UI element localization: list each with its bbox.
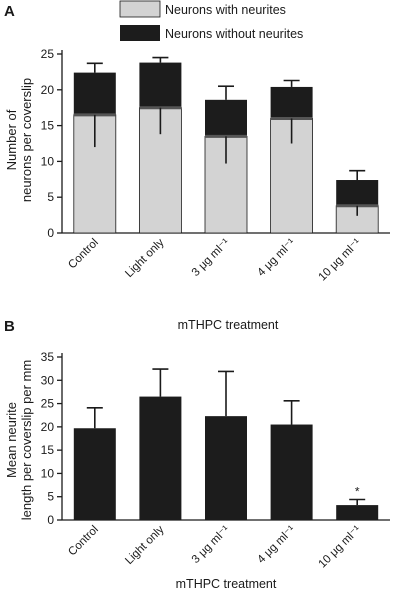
bar-without-neurites bbox=[270, 86, 313, 119]
significance-marker: * bbox=[355, 485, 360, 499]
chart-a: 0 5 10 15 20 25 Control Light only 3 μg ml⁻¹ 4 μg… bbox=[41, 47, 390, 283]
bar bbox=[336, 505, 379, 520]
x-axis-title-b: mTHPC treatment bbox=[176, 577, 277, 591]
y-tick-label: 0 bbox=[47, 226, 54, 240]
x-tick-label: Light only bbox=[123, 523, 166, 566]
bar-without-neurites bbox=[336, 180, 379, 206]
y-tick-label: 30 bbox=[41, 373, 55, 387]
bar bbox=[139, 396, 182, 520]
x-tick-label: Control bbox=[66, 524, 101, 559]
bar-without-neurites bbox=[73, 72, 116, 115]
bar bbox=[73, 428, 116, 520]
chart-b-title: mTHPC treatment bbox=[178, 318, 279, 332]
y-axis-title-a-line2: neurons per coverslip bbox=[19, 78, 34, 202]
bar bbox=[270, 424, 313, 520]
panel-label-b: B bbox=[4, 318, 15, 335]
x-tick-label: 4 μg ml⁻¹ bbox=[255, 237, 297, 279]
legend-label-with-neurites: Neurons with neurites bbox=[165, 3, 286, 17]
y-tick-label: 25 bbox=[41, 47, 55, 61]
x-tick-label: 10 μg ml⁻¹ bbox=[316, 524, 363, 571]
y-tick-label: 5 bbox=[47, 490, 54, 504]
y-tick-label: 0 bbox=[47, 513, 54, 527]
y-axis-title-b: Mean neurite length per coverslip per mm bbox=[4, 360, 34, 520]
x-tick-label: Light only bbox=[123, 236, 166, 279]
y-tick-label: 15 bbox=[41, 119, 55, 133]
y-tick-label: 5 bbox=[47, 190, 54, 204]
bar-without-neurites bbox=[205, 99, 247, 137]
y-tick-label: 35 bbox=[41, 350, 55, 364]
x-tick-label: 10 μg ml⁻¹ bbox=[316, 237, 363, 284]
panel-label-a: A bbox=[4, 3, 15, 20]
x-tick-label: Control bbox=[66, 237, 101, 272]
x-tick-label: 3 μg ml⁻¹ bbox=[190, 237, 232, 279]
legend-label-without-neurites: Neurons without neurites bbox=[165, 27, 303, 41]
y-tick-label: 10 bbox=[41, 466, 55, 480]
legend-swatch-without-neurites bbox=[120, 25, 160, 41]
legend: Neurons with neurites Neurons without ne… bbox=[119, 0, 303, 41]
chart-b: 0 5 10 15 20 25 30 35 Control Light only 3 μg ml⁻¹… bbox=[41, 350, 390, 570]
legend-swatch-with-neurites bbox=[119, 0, 161, 18]
y-axis-title-b-line2: length per coverslip per mm bbox=[19, 360, 34, 520]
y-tick-label: 15 bbox=[41, 443, 55, 457]
y-tick-label: 20 bbox=[41, 83, 55, 97]
y-tick-label: 20 bbox=[41, 420, 55, 434]
bar-without-neurites bbox=[139, 62, 182, 108]
x-tick-label: 3 μg ml⁻¹ bbox=[190, 524, 232, 566]
y-axis-title-a-line1: Number of bbox=[4, 109, 19, 170]
y-axis-title-a: Number of neurons per coverslip bbox=[4, 78, 34, 202]
bar bbox=[205, 416, 247, 520]
y-tick-label: 10 bbox=[41, 154, 55, 168]
y-axis-title-b-line1: Mean neurite bbox=[4, 402, 19, 478]
y-tick-label: 25 bbox=[41, 397, 55, 411]
x-tick-label: 4 μg ml⁻¹ bbox=[255, 524, 297, 566]
